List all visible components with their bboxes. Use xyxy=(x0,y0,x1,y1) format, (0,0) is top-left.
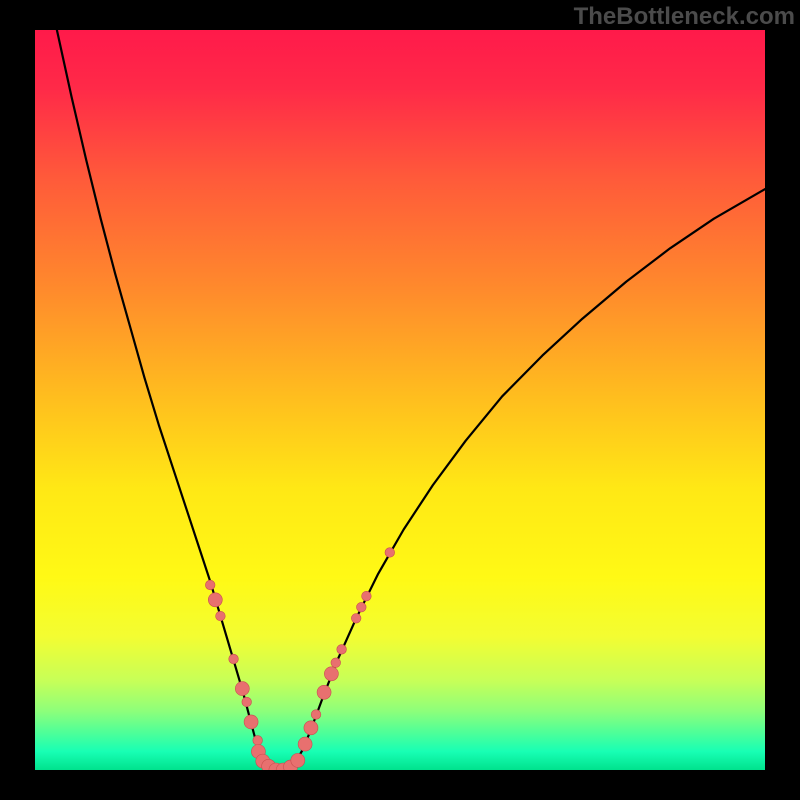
data-marker xyxy=(253,736,263,746)
data-marker xyxy=(235,682,249,696)
watermark-text: TheBottleneck.com xyxy=(574,3,795,31)
data-marker xyxy=(362,591,372,601)
data-marker xyxy=(324,667,338,681)
data-marker xyxy=(331,658,341,668)
data-marker xyxy=(317,685,331,699)
data-marker xyxy=(216,611,226,621)
data-marker xyxy=(337,645,347,655)
data-marker xyxy=(291,753,305,767)
data-marker xyxy=(385,548,395,558)
data-marker xyxy=(304,721,318,735)
data-marker xyxy=(357,602,367,612)
data-marker xyxy=(244,715,258,729)
data-marker xyxy=(311,710,321,720)
data-marker xyxy=(229,654,239,664)
data-marker xyxy=(205,580,215,590)
data-marker xyxy=(298,737,312,751)
data-marker xyxy=(242,697,252,707)
bottleneck-chart xyxy=(35,30,765,770)
data-marker xyxy=(351,614,361,624)
data-marker xyxy=(208,593,222,607)
gradient-background xyxy=(35,30,765,770)
